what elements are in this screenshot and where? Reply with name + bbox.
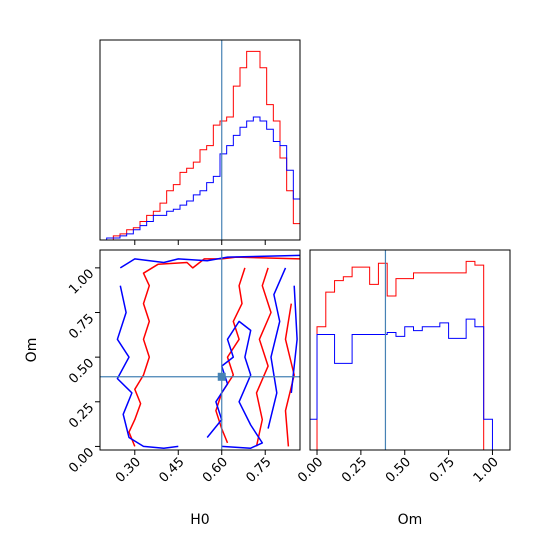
hist-series-red bbox=[310, 260, 500, 451]
x-tick-label: 1.00 bbox=[471, 455, 502, 486]
contour-line-blue bbox=[290, 285, 298, 393]
x-axis-label: H0 bbox=[190, 512, 209, 528]
y-tick-label: 0.25 bbox=[66, 400, 97, 431]
y-tick-label: 0.00 bbox=[66, 445, 97, 476]
contour-line-blue bbox=[116, 285, 179, 449]
panel-hist-Om: 0.00 0.25 0.50 0.75 1.00 Om bbox=[295, 249, 511, 528]
x-tick-label: 0.50 bbox=[383, 455, 414, 486]
panel-frame bbox=[99, 39, 301, 241]
contour-line-red bbox=[284, 303, 295, 447]
x-tick-label: 0.75 bbox=[427, 455, 458, 486]
hist-series-red bbox=[100, 50, 301, 241]
contour-line-red bbox=[215, 267, 246, 444]
x-tick-label: 0.60 bbox=[200, 455, 231, 486]
truth-marker bbox=[217, 372, 226, 381]
panel-contour-H0-Om: 0.30 0.45 0.60 0.75 0.00 0.25 0.50 0.75 1.00 H0 Om bbox=[24, 249, 301, 528]
x-axis-label: Om bbox=[398, 512, 423, 528]
x-tick-label: 0.25 bbox=[339, 455, 370, 486]
x-tick-label: 0.45 bbox=[156, 455, 187, 486]
hist-series-blue bbox=[100, 116, 301, 241]
y-axis-label: Om bbox=[24, 338, 40, 363]
contour-line-blue bbox=[267, 267, 287, 429]
y-tick-label: 0.50 bbox=[66, 356, 97, 387]
panel-frame bbox=[309, 249, 511, 451]
hist-series-blue bbox=[309, 318, 500, 451]
y-tick-label: 0.75 bbox=[66, 311, 97, 342]
contour-area bbox=[116, 254, 300, 449]
x-tick-label: 0.00 bbox=[295, 455, 326, 486]
contour-line-red bbox=[255, 267, 272, 447]
contour-line-blue bbox=[119, 254, 300, 269]
x-tick-label: 0.75 bbox=[243, 455, 274, 486]
panel-hist-H0 bbox=[99, 39, 301, 245]
panel-frame bbox=[99, 249, 301, 451]
x-tick-label: 0.30 bbox=[113, 455, 144, 486]
contour-line-blue bbox=[206, 320, 264, 449]
y-tick-label: 1.00 bbox=[66, 267, 97, 298]
contour-line-red bbox=[128, 256, 300, 447]
